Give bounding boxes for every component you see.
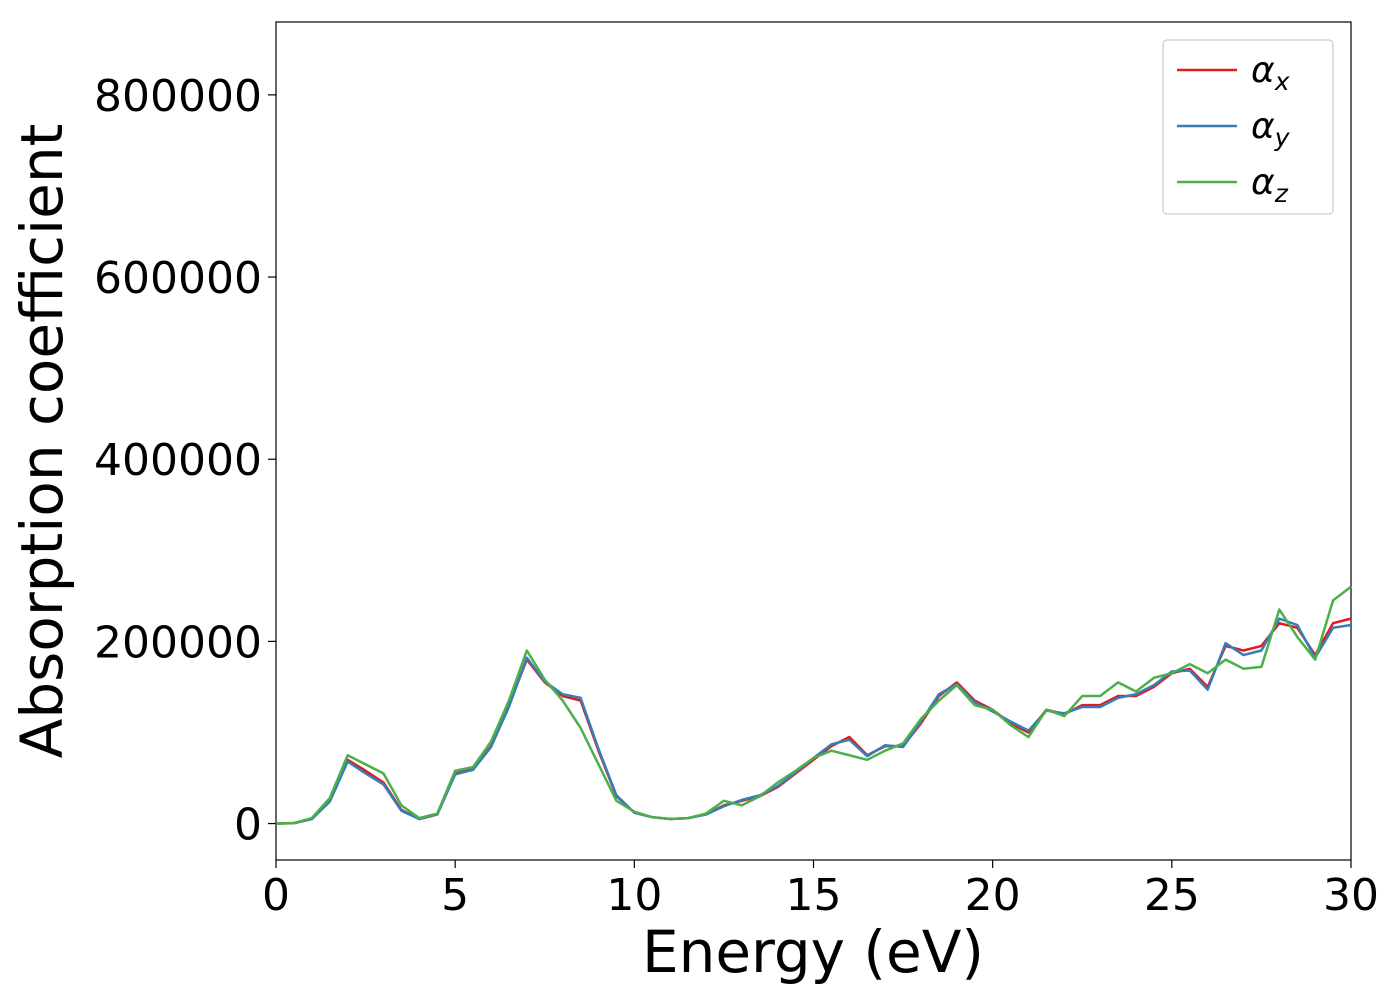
y-tick-label: 400000 [94, 435, 262, 486]
legend-label-sub: x [1274, 67, 1290, 96]
legend-label: αz [1251, 162, 1289, 208]
x-tick-label: 25 [1144, 870, 1200, 921]
y-tick-label: 200000 [94, 617, 262, 668]
y-tick-label: 800000 [94, 71, 262, 122]
y-tick-label: 600000 [94, 253, 262, 304]
legend-label: αx [1251, 50, 1290, 96]
x-tick-label: 30 [1323, 870, 1379, 921]
legend-label: αy [1251, 106, 1291, 152]
x-tick-label: 10 [606, 870, 662, 921]
legend-label-base: α [1251, 50, 1275, 91]
series-line [275, 585, 1352, 825]
legend-frame [1162, 39, 1334, 215]
x-tick-label: 15 [786, 870, 842, 921]
x-axis-label: Energy (eV) [642, 918, 984, 986]
y-axis-label: Absorption coefficient [8, 124, 76, 759]
legend-label-sub: y [1274, 123, 1291, 152]
x-tick-label: 20 [965, 870, 1021, 921]
x-tick-label: 5 [441, 870, 469, 921]
legend-label-base: α [1251, 106, 1275, 147]
legend-label-base: α [1251, 162, 1275, 203]
y-tick-label: 0 [234, 800, 262, 851]
legend-label-sub: z [1274, 179, 1289, 208]
x-tick-label: 0 [262, 870, 290, 921]
